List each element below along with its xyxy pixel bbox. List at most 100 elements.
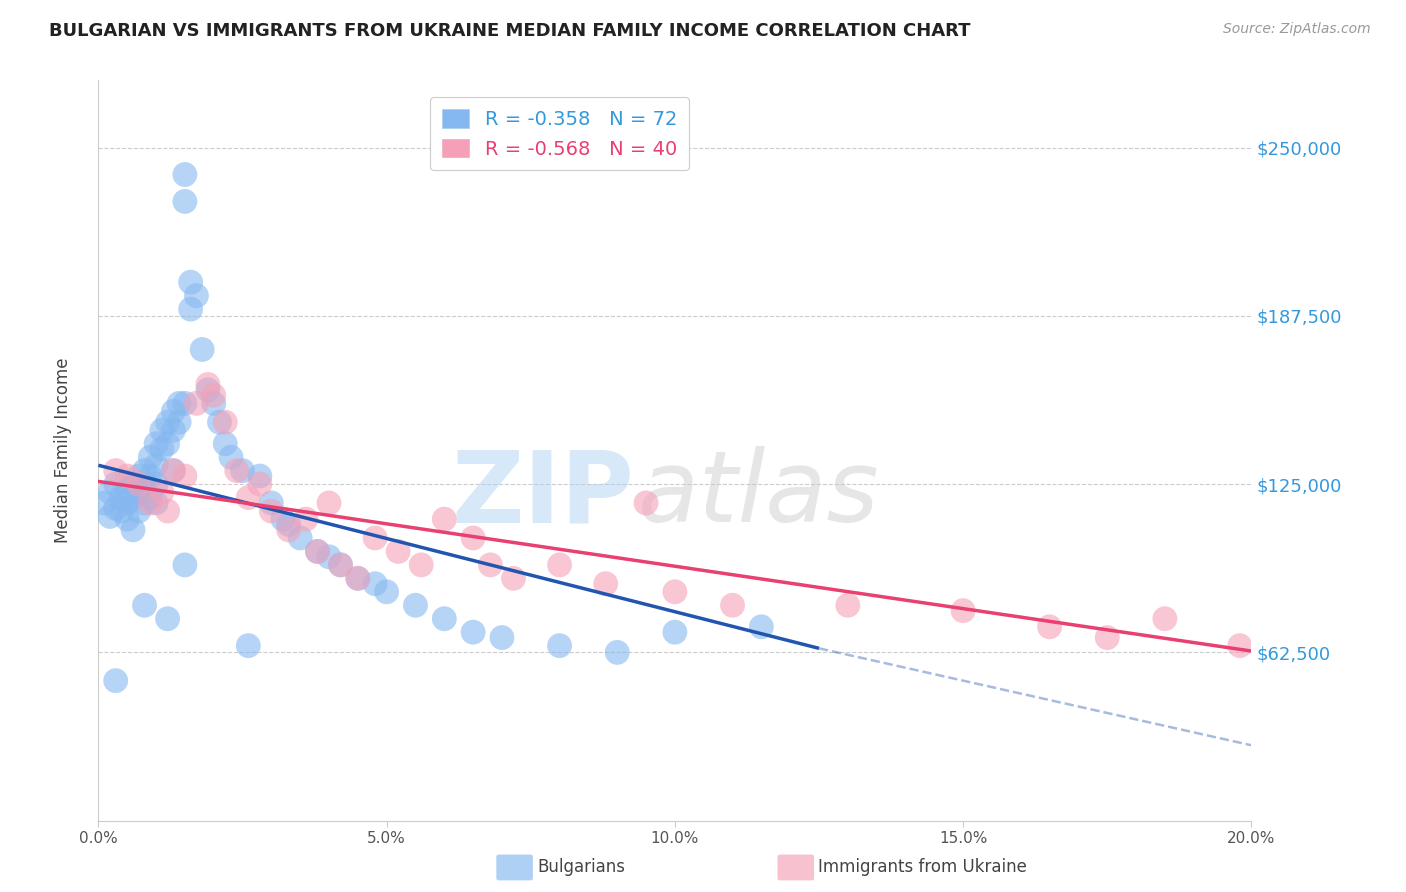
Point (139, 469, 162, 483)
Point (249, 469, 271, 483)
Point (307, 544, 329, 558)
Point (329, 558, 352, 572)
Point (461, 531, 484, 545)
Point (174, 168, 197, 182)
Point (167, 396, 190, 410)
Point (952, 604, 974, 618)
Point (174, 469, 197, 483)
Point (318, 496, 340, 510)
Text: atlas: atlas (638, 446, 880, 543)
Point (1097, 631, 1119, 645)
Point (93, 496, 115, 510)
Point (156, 436, 179, 450)
Point (104, 501, 127, 516)
Point (346, 571, 368, 585)
Point (202, 396, 225, 410)
Point (548, 639, 571, 653)
Point (145, 458, 167, 473)
Point (318, 549, 340, 564)
Point (329, 558, 352, 572)
Point (548, 558, 571, 572)
Point (186, 288, 208, 302)
Point (249, 477, 271, 491)
Point (260, 504, 283, 518)
Point (405, 599, 427, 613)
Point (122, 477, 145, 491)
Point (271, 512, 294, 526)
Point (186, 396, 208, 410)
Point (139, 491, 162, 505)
Point (139, 450, 162, 465)
Text: Bulgarians: Bulgarians (537, 858, 626, 876)
Point (277, 517, 299, 532)
Point (277, 523, 299, 537)
Point (502, 571, 524, 585)
Point (104, 477, 127, 491)
Legend: R = -0.358   N = 72, R = -0.568   N = 40: R = -0.358 N = 72, R = -0.568 N = 40 (430, 97, 689, 170)
Point (128, 469, 150, 483)
Point (346, 571, 368, 585)
Point (191, 343, 214, 357)
Point (128, 485, 150, 500)
Point (162, 404, 184, 418)
Point (180, 275, 202, 289)
Point (364, 576, 387, 591)
Point (219, 450, 242, 465)
Point (636, 496, 658, 510)
Point (180, 302, 202, 317)
Point (110, 504, 132, 518)
Point (134, 477, 156, 491)
Point (606, 645, 628, 659)
Point (174, 558, 197, 572)
Point (664, 625, 686, 640)
Point (117, 496, 139, 510)
Point (139, 496, 162, 510)
Text: ZIP: ZIP (451, 446, 634, 543)
Point (98, 485, 121, 500)
Text: BULGARIAN VS IMMIGRANTS FROM UKRAINE MEDIAN FAMILY INCOME CORRELATION CHART: BULGARIAN VS IMMIGRANTS FROM UKRAINE MED… (49, 22, 970, 40)
Point (214, 436, 236, 450)
Point (231, 464, 254, 478)
Point (145, 496, 167, 510)
Y-axis label: Median Family Income: Median Family Income (53, 358, 72, 543)
Point (156, 504, 179, 518)
Point (197, 377, 219, 392)
Point (150, 485, 173, 500)
Point (238, 491, 260, 505)
Point (174, 194, 197, 209)
Point (202, 388, 225, 402)
Point (156, 612, 179, 626)
Point (491, 631, 513, 645)
Point (150, 442, 173, 456)
Point (162, 464, 184, 478)
Point (411, 558, 433, 572)
Point (433, 512, 456, 526)
Point (479, 558, 502, 572)
Point (117, 469, 139, 483)
Point (117, 483, 139, 497)
Point (122, 491, 145, 505)
Text: Source: ZipAtlas.com: Source: ZipAtlas.com (1223, 22, 1371, 37)
Point (214, 415, 236, 429)
Point (128, 477, 150, 491)
Point (595, 576, 617, 591)
Point (751, 620, 773, 634)
Point (167, 415, 190, 429)
Point (104, 673, 127, 688)
Point (664, 584, 686, 599)
Point (110, 491, 132, 505)
Point (150, 423, 173, 437)
Point (225, 464, 247, 478)
Point (1154, 612, 1177, 626)
Text: Immigrants from Ukraine: Immigrants from Ukraine (818, 858, 1028, 876)
Point (162, 464, 184, 478)
Point (134, 599, 156, 613)
Point (307, 544, 329, 558)
Point (104, 464, 127, 478)
Point (461, 625, 484, 640)
Point (134, 496, 156, 510)
Point (238, 639, 260, 653)
Point (387, 544, 409, 558)
Point (290, 531, 312, 545)
Point (98, 509, 121, 524)
